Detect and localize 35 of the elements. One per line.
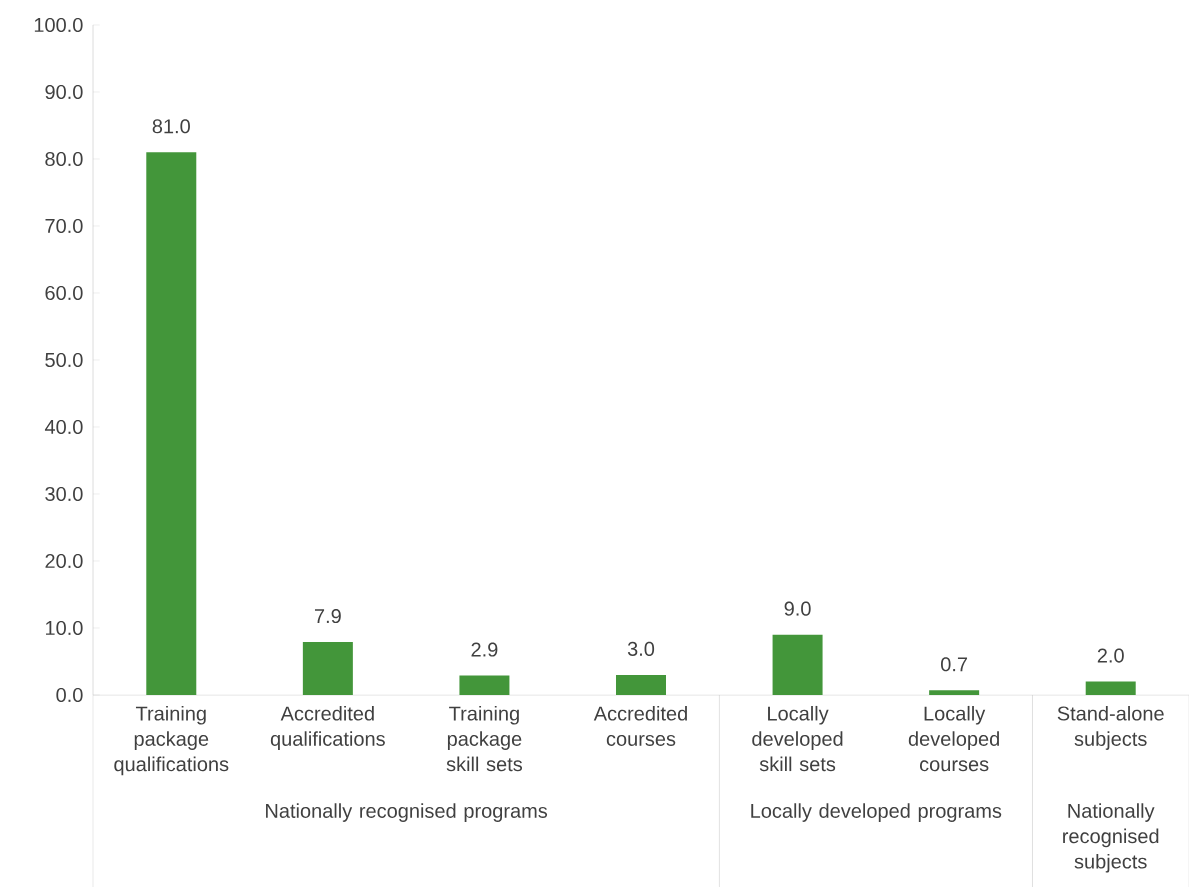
text: Nationally recognised subjects [1063,803,1159,873]
y-tick-label: 0.0 [56,687,83,703]
y-tick-label: 70.0 [45,218,83,234]
data-label: 2.0 [1097,648,1124,663]
y-tick-label: 50.0 [45,352,83,368]
x-tick-label: Locally developed courses [908,705,999,772]
text: Locally developed programs [751,803,1002,822]
x-tick-label: Training package qualifications [114,705,229,776]
bar [146,152,197,695]
x-tick-label: Accredited courses [593,705,687,746]
bar [302,642,353,695]
y-tick-label: 40.0 [44,419,83,435]
bar [459,675,510,695]
y-tick-label: 30.0 [45,486,83,502]
bar [929,690,980,695]
y-tick-label: 20.0 [45,553,83,569]
data-label: 81.0 [152,119,190,134]
bar [1085,681,1136,695]
data-label: 3.0 [627,641,655,656]
x-tick-label: Stand-alone subjects [1057,705,1164,750]
data-label: 0.7 [941,657,968,672]
y-tick-label: 80.0 [45,151,83,167]
y-tick-label: 60.0 [45,285,83,301]
data-label: 2.9 [471,642,498,657]
bar [616,674,666,695]
x-tick-label: Locally developed skill sets [752,705,843,772]
data-label: 7.9 [314,608,341,624]
bar [772,634,823,695]
y-tick-label: 100.0 [34,17,83,33]
data-label: 9.0 [784,601,811,616]
y-tick-label: 10.0 [46,620,83,636]
y-tick-label: 90.0 [45,84,83,100]
x-tick-label: Training package skill sets [446,705,523,772]
text: Nationally recognised programs [266,803,548,822]
x-tick-label: Accredited qualifications [270,705,385,750]
